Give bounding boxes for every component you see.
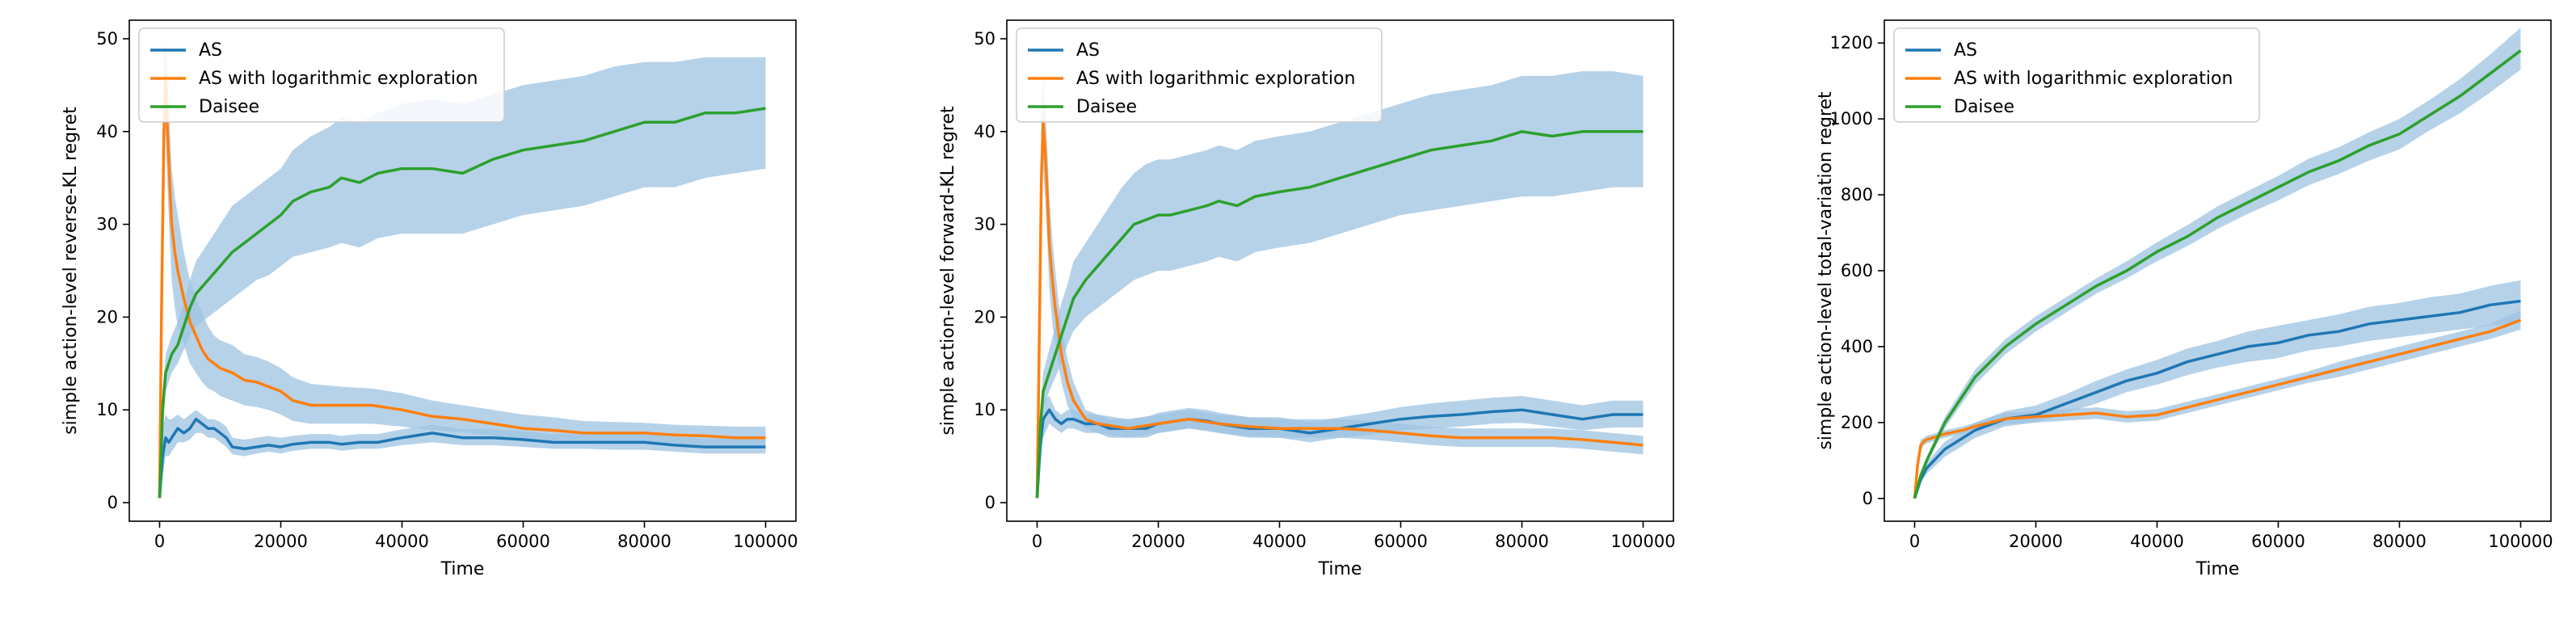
x-tick-label: 60000: [2251, 532, 2305, 551]
y-axis-label: simple action-level forward-KL regret: [938, 106, 958, 436]
x-tick-label: 80000: [617, 532, 671, 551]
x-axis-label: Time: [2195, 559, 2240, 579]
legend-label: Daisee: [1076, 97, 1137, 117]
series-line: [1913, 49, 2522, 499]
y-axis-label: simple action-level total-variation regr…: [1816, 91, 1836, 450]
x-tick-label: 100000: [2488, 532, 2553, 551]
x-tick-label: 0: [1032, 532, 1042, 551]
legend-box: [138, 27, 505, 123]
series-line: [158, 417, 766, 499]
legend-label: Daisee: [199, 97, 259, 117]
y-tick-label: 400: [1841, 337, 1873, 356]
y-tick-label: 0: [1863, 489, 1873, 508]
legend: AS AS with logarithmic exploration Daisee: [1893, 27, 2260, 123]
y-tick-label: 20: [96, 307, 118, 326]
x-tick-label: 0: [1909, 532, 1920, 551]
plot-frame: [128, 19, 797, 522]
x-tick-label: 0: [154, 532, 165, 551]
x-tick-label: 20000: [254, 532, 308, 551]
x-tick-label: 100000: [1610, 532, 1675, 551]
legend: AS AS with logarithmic exploration Daisee: [138, 27, 505, 123]
plot-area: [1913, 27, 2522, 499]
legend: AS AS with logarithmic exploration Daisee: [1016, 27, 1383, 123]
confidence-band: [1037, 71, 1644, 500]
x-axis-label: Time: [440, 559, 485, 579]
x-tick-label: 80000: [1495, 532, 1549, 551]
y-tick-label: 20: [974, 307, 995, 326]
plot-area: [158, 39, 766, 500]
y-tick-label: 10: [974, 400, 995, 419]
confidence-band: [1914, 280, 2521, 499]
legend-box: [1016, 27, 1383, 123]
confidence-band: [1914, 310, 2521, 499]
y-tick-label: 40: [96, 122, 118, 141]
y-tick-label: 50: [96, 29, 118, 48]
y-tick-label: 10: [96, 400, 118, 419]
x-tick-label: 20000: [2009, 532, 2063, 551]
chart-panel-1: 0 20000 40000 60000 80000 100000 0 10 20 30 40 50 Ti…: [61, 19, 798, 579]
y-tick-label: 1000: [1830, 109, 1873, 128]
confidence-band: [1037, 396, 1644, 500]
y-tick-label: 800: [1841, 185, 1873, 204]
legend-label: AS: [1076, 40, 1100, 61]
y-tick-label: 200: [1841, 413, 1873, 432]
x-tick-label: 100000: [733, 532, 798, 551]
x-axis-label: Time: [1318, 559, 1362, 579]
y-tick-label: 30: [974, 215, 995, 234]
x-tick-label: 40000: [1252, 532, 1307, 551]
x-tick-label: 40000: [375, 532, 429, 551]
chart-panel-2: 0 20000 40000 60000 80000 100000 0 10 20 30 40 50 Ti…: [938, 19, 1676, 579]
y-tick-label: 600: [1841, 261, 1873, 280]
y-tick-label: 30: [96, 215, 118, 234]
legend-label: AS: [199, 40, 222, 61]
confidence-band: [159, 39, 766, 500]
x-tick-label: 20000: [1131, 532, 1185, 551]
confidence-band: [159, 57, 766, 500]
legend-label: AS: [1954, 40, 1977, 61]
legend-label: AS with logarithmic exploration: [1076, 69, 1355, 89]
series-line: [158, 74, 766, 499]
legend-label: AS with logarithmic exploration: [1954, 69, 2233, 89]
y-axis-label: simple action-level reverse-KL regret: [61, 107, 81, 435]
x-tick-label: 60000: [496, 532, 550, 551]
y-tick-label: 0: [985, 493, 995, 512]
series-line: [1913, 318, 2522, 499]
chart-panel-3: 0 20000 40000 60000 80000 100000 0 200 400 600 800…: [1816, 19, 2553, 579]
series-line: [158, 107, 766, 499]
series-line: [1913, 299, 2521, 499]
plot-frame: [1006, 19, 1674, 522]
series-line: [1035, 130, 1644, 499]
plot-area: [1035, 71, 1644, 500]
y-tick-label: 1200: [1830, 33, 1873, 53]
legend-box: [1893, 27, 2260, 123]
legend-label: Daisee: [1954, 97, 2014, 117]
legend-label: AS with logarithmic exploration: [199, 69, 478, 89]
x-tick-label: 40000: [2130, 532, 2184, 551]
series-line: [1035, 120, 1644, 499]
x-tick-label: 80000: [2372, 532, 2427, 551]
y-tick-label: 40: [974, 122, 995, 141]
y-tick-label: 0: [107, 493, 118, 512]
y-tick-label: 50: [974, 29, 995, 48]
x-tick-label: 60000: [1374, 532, 1428, 551]
